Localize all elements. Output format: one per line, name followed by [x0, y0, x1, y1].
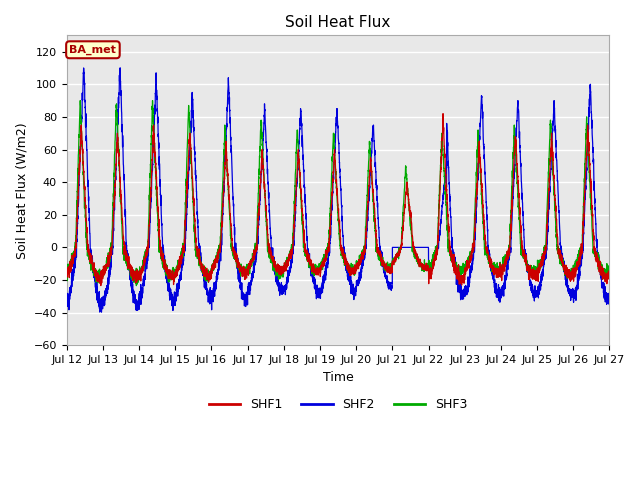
Title: Soil Heat Flux: Soil Heat Flux	[285, 15, 391, 30]
Text: BA_met: BA_met	[70, 45, 116, 55]
Y-axis label: Soil Heat Flux (W/m2): Soil Heat Flux (W/m2)	[15, 122, 28, 259]
Legend: SHF1, SHF2, SHF3: SHF1, SHF2, SHF3	[204, 394, 472, 417]
X-axis label: Time: Time	[323, 371, 353, 384]
